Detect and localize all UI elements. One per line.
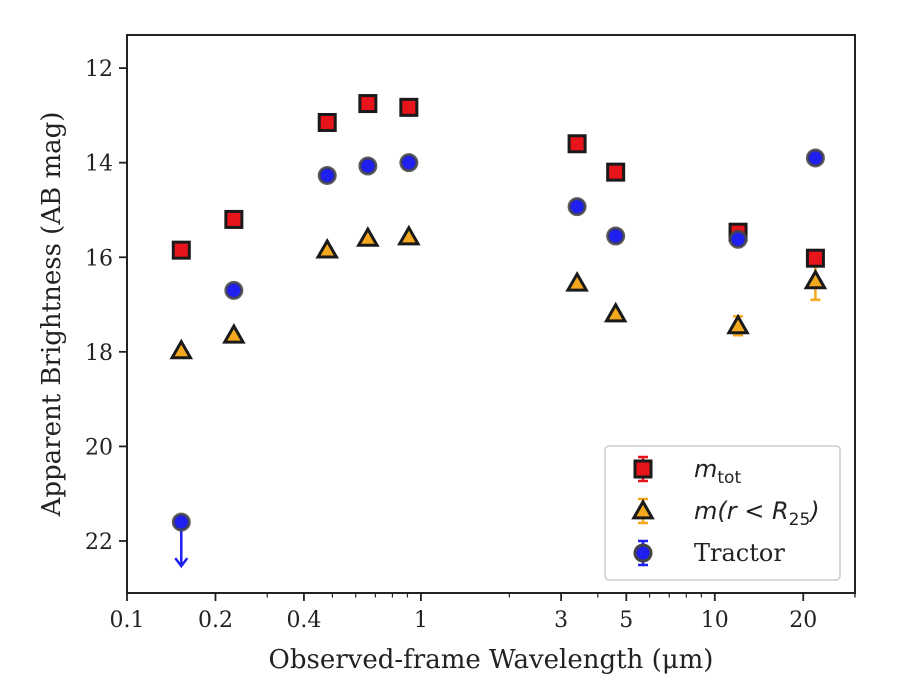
y-tick-label: 14 xyxy=(85,152,113,177)
data-point-square xyxy=(317,112,337,132)
x-tick-label: 0.4 xyxy=(286,608,321,633)
legend-marker-circle xyxy=(633,543,653,563)
data-point-circle xyxy=(358,156,378,176)
x-axis-label: Observed-frame Wavelength (μm) xyxy=(269,645,714,675)
data-point-triangle xyxy=(222,323,246,344)
data-point-square xyxy=(606,162,626,182)
y-axis-ticks: 12 14 16 18 20 22 xyxy=(85,57,127,555)
upper-limit-arrowhead xyxy=(174,557,189,569)
x-tick-label: 0.1 xyxy=(110,608,145,633)
x-tick-label: 3 xyxy=(554,608,568,633)
data-points xyxy=(169,94,828,569)
data-point-square xyxy=(358,94,378,114)
data-point-triangle xyxy=(565,271,589,292)
data-point-triangle xyxy=(169,338,194,360)
x-tick-label: 1 xyxy=(414,608,428,633)
y-tick-label: 12 xyxy=(85,57,113,82)
plot-frame xyxy=(126,34,856,594)
y-tick-label: 16 xyxy=(85,246,113,271)
y-axis-label: Apparent Brightness (AB mag) xyxy=(37,112,67,518)
data-point-circle xyxy=(728,229,748,249)
x-tick-label: 10 xyxy=(701,608,729,633)
data-point-triangle xyxy=(356,226,380,247)
data-point-square xyxy=(567,134,587,154)
data-point-circle xyxy=(317,165,337,185)
data-point-circle xyxy=(567,197,587,217)
y-tick-label: 20 xyxy=(85,435,113,460)
x-tick-label: 5 xyxy=(619,608,633,633)
data-point-triangle xyxy=(315,237,339,259)
data-point-circle xyxy=(399,153,419,173)
data-point-square xyxy=(399,97,419,117)
legend-label: Tractor xyxy=(694,539,785,567)
legend-label: mtot xyxy=(694,455,741,488)
data-point-triangle xyxy=(603,301,628,323)
data-point-triangle xyxy=(726,313,750,335)
data-point-square xyxy=(805,248,825,268)
legend-marker-square xyxy=(633,459,653,479)
data-point-circle xyxy=(606,226,626,246)
data-point-triangle xyxy=(397,224,421,246)
data-point-square xyxy=(224,209,244,229)
data-point-circle xyxy=(171,512,191,532)
y-tick-label: 22 xyxy=(85,530,113,555)
x-tick-label: 20 xyxy=(789,608,817,633)
legend-label: m(r < R25) xyxy=(694,497,820,530)
data-point-square xyxy=(171,240,191,260)
data-point-circle xyxy=(224,280,244,300)
data-point-circle xyxy=(805,148,825,168)
data-point-triangle xyxy=(803,268,828,290)
x-axis-ticks: 0.1 0.2 0.4 1 3 5 10 20 xyxy=(110,593,856,633)
x-tick-label: 0.2 xyxy=(198,608,233,633)
legend-marker-triangle xyxy=(631,498,655,520)
legend-box xyxy=(604,445,841,581)
legend: mtot m(r < R25) Tractor xyxy=(604,445,841,581)
y-tick-label: 18 xyxy=(85,341,113,366)
